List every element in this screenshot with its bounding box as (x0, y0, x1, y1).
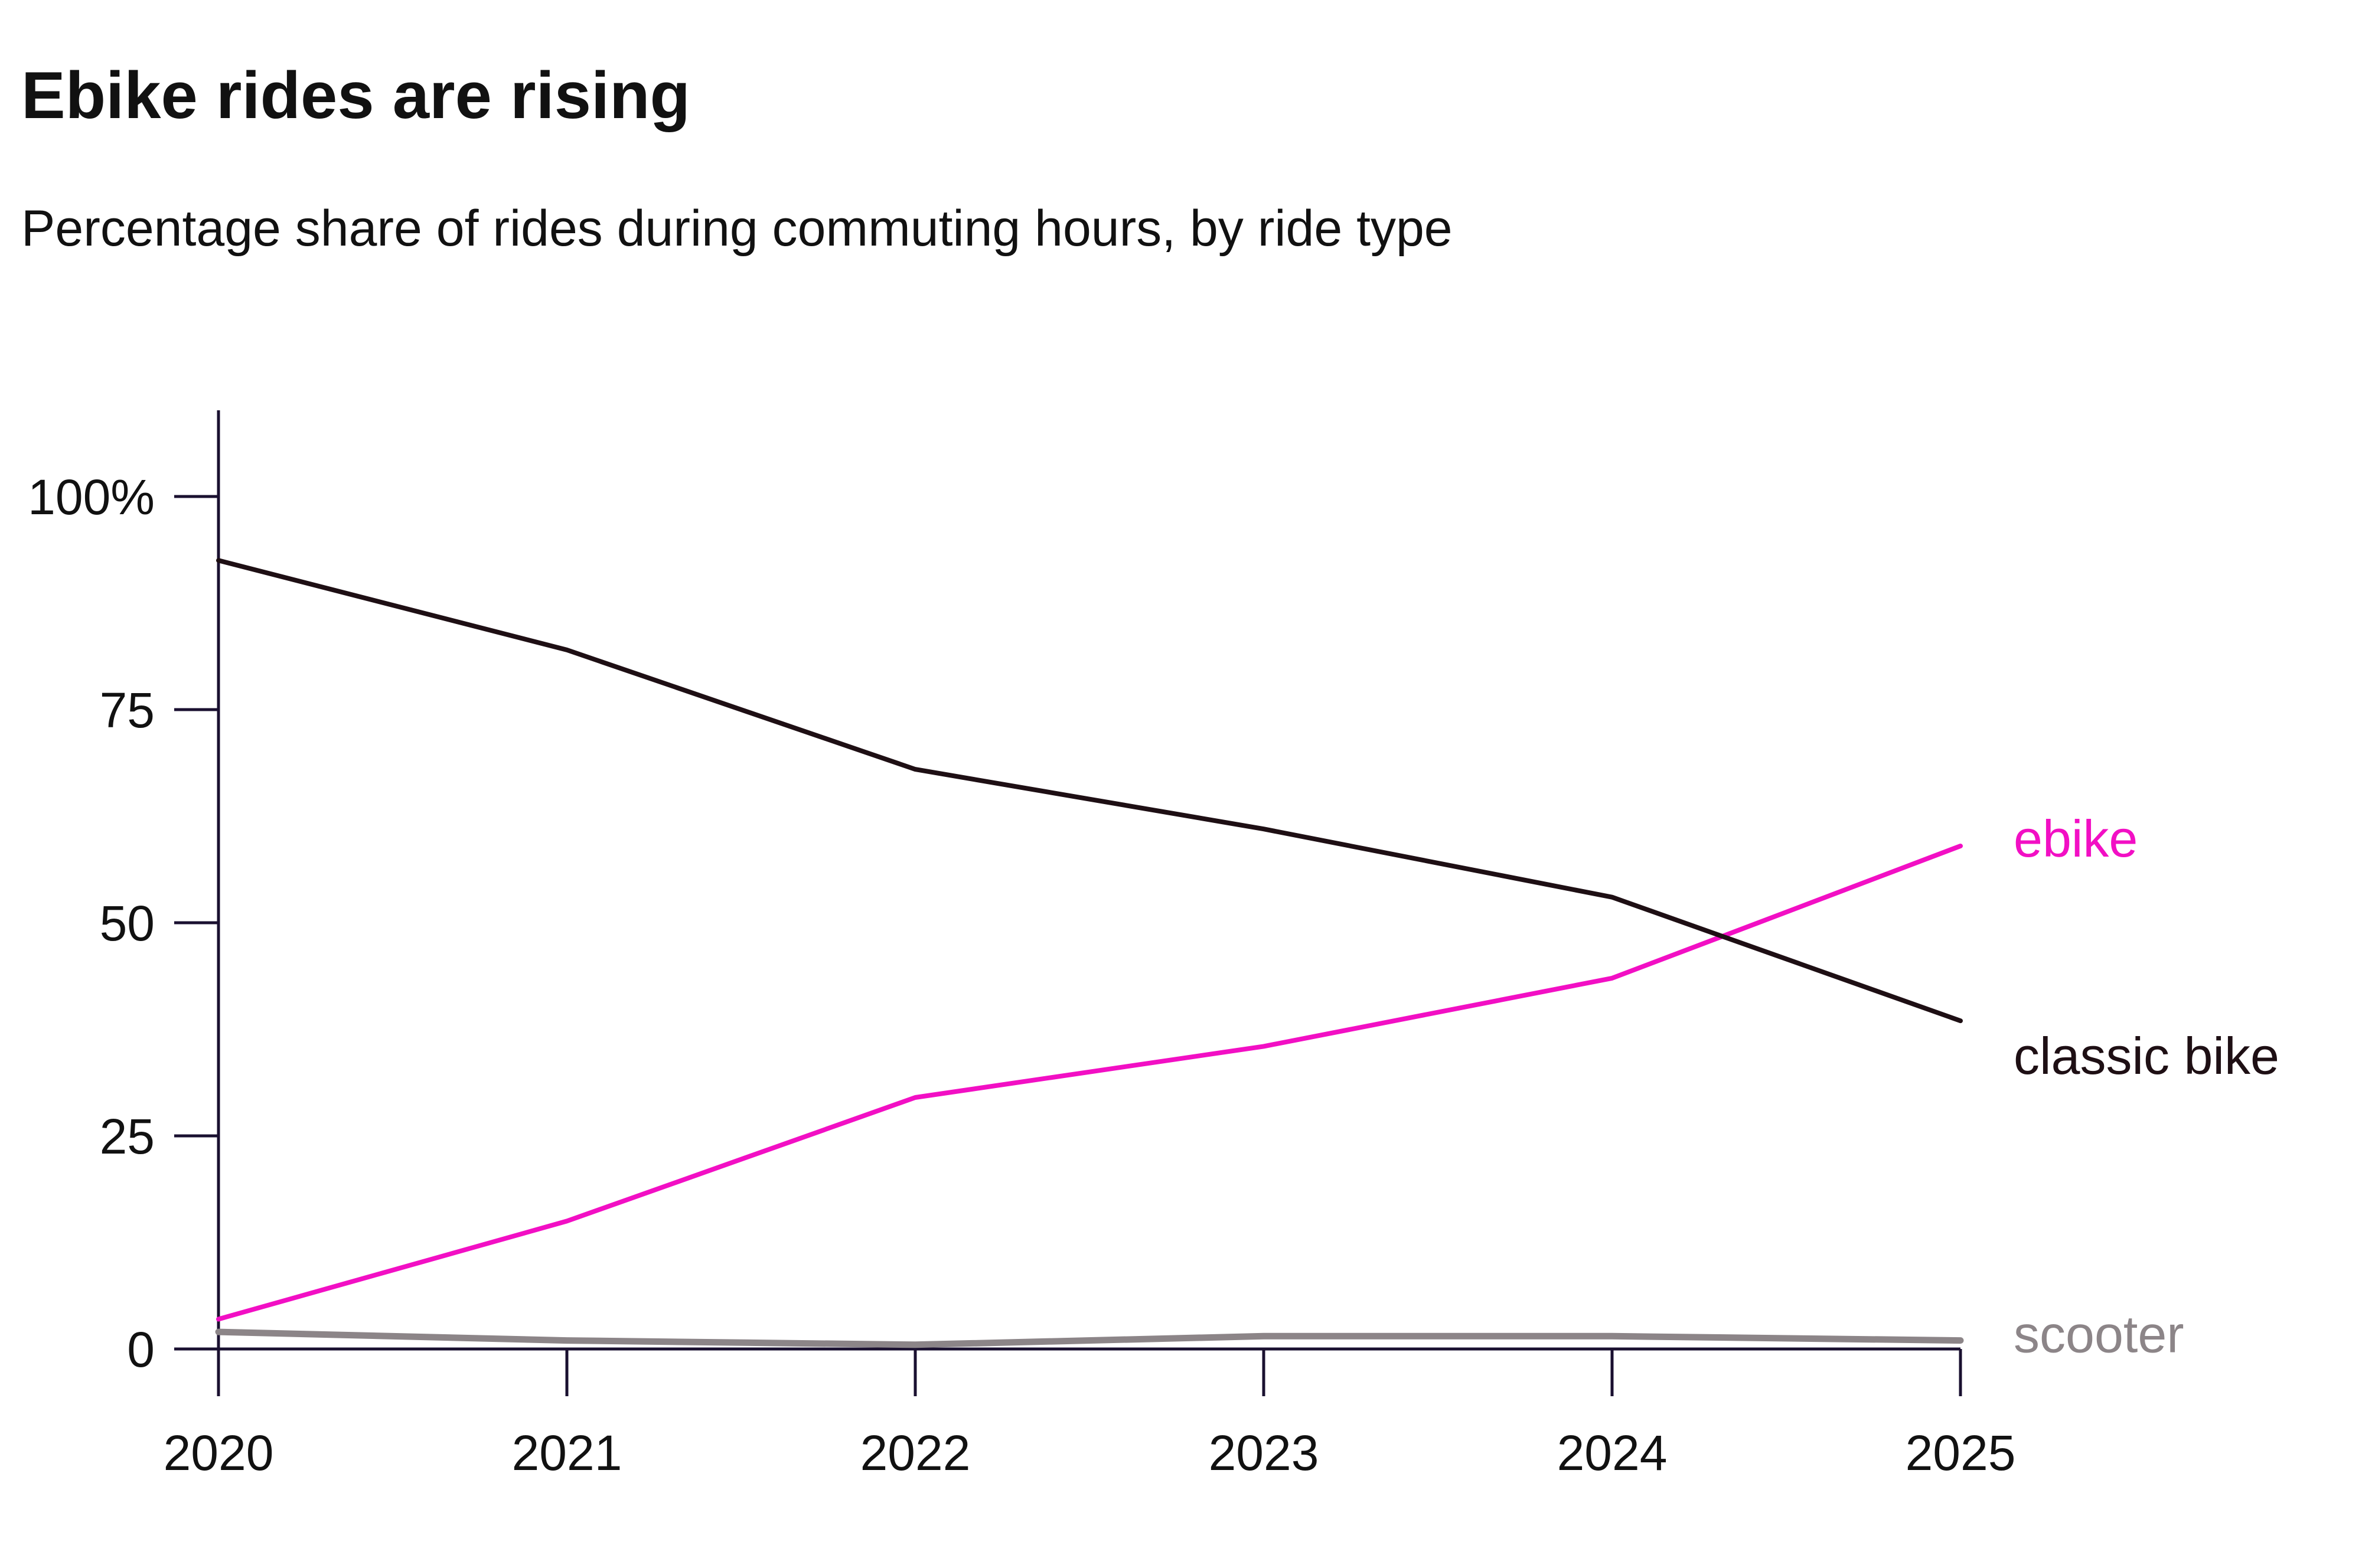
series-label-ebike: ebike (2014, 809, 2138, 868)
chart-title: Ebike rides are rising (21, 58, 690, 132)
chart-subtitle: Percentage share of rides during commuti… (21, 200, 1453, 257)
series-line-classic-bike (216, 558, 1963, 1024)
series-lines (215, 558, 1964, 1348)
y-tick-label: 100% (28, 469, 155, 525)
x-tick-label: 2020 (164, 1425, 274, 1481)
series-label-scooter: scooter (2014, 1305, 2184, 1364)
series-label-classic-bike: classic bike (2014, 1027, 2279, 1085)
y-tick-label: 25 (100, 1109, 155, 1164)
x-tick-label: 2021 (512, 1425, 622, 1481)
axes: 0 25 50 75 100% 2020 2021 2022 2023 2024 2025 (28, 410, 2015, 1481)
series-line-ebike (216, 844, 1963, 1322)
x-tick-label: 2022 (860, 1425, 971, 1481)
series-line-scooter (215, 1328, 1964, 1348)
series-labels: classic bike ebike scooter (2014, 809, 2279, 1364)
y-tick-label: 0 (127, 1322, 155, 1377)
y-tick-label: 75 (100, 682, 155, 738)
y-tick-label: 50 (100, 896, 155, 951)
x-tick-label: 2025 (1906, 1425, 2016, 1481)
x-tick-label: 2024 (1557, 1425, 1668, 1481)
x-tick-label: 2023 (1209, 1425, 1319, 1481)
